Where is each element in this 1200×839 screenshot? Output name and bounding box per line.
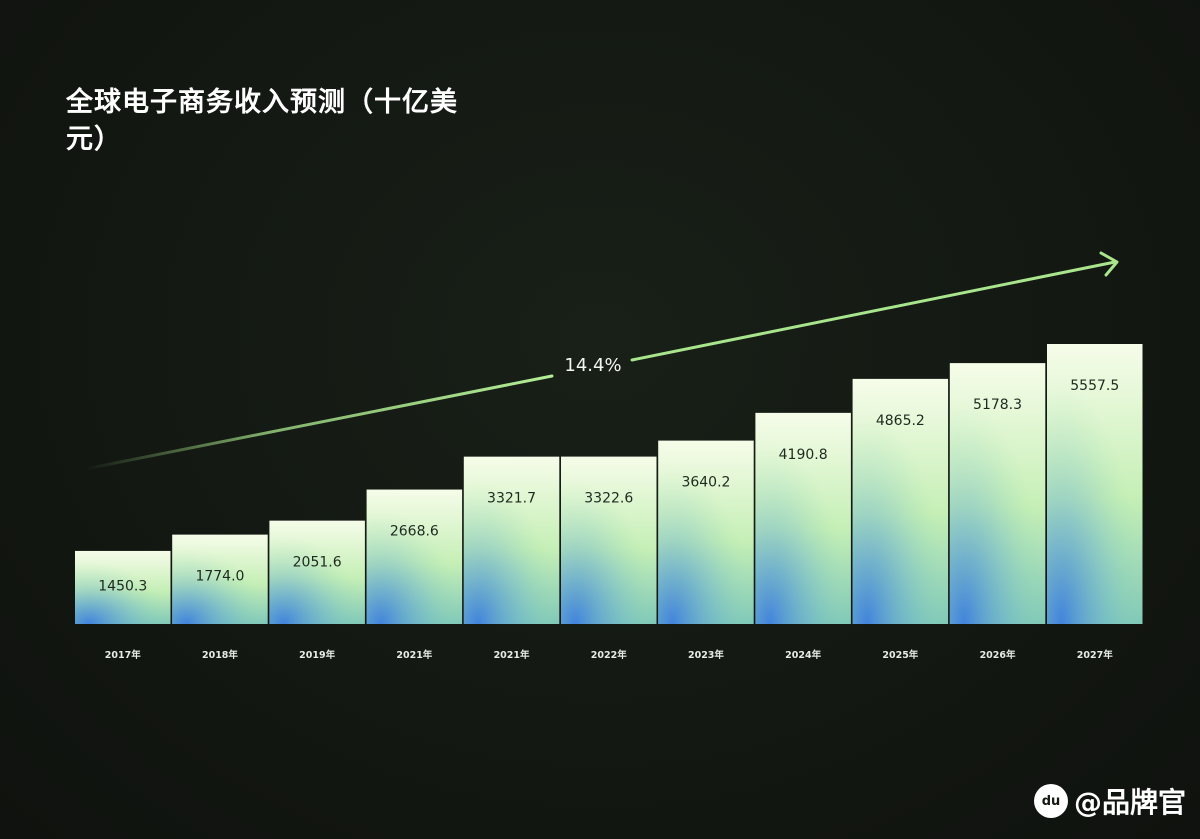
x-tick-label-6: 2023年	[688, 649, 724, 661]
growth-arrow-line-left	[83, 374, 554, 471]
x-tick-label-4: 2021年	[494, 649, 530, 661]
bar-value-label-10: 5557.5	[1070, 378, 1119, 394]
bar-glow-10	[1047, 344, 1143, 624]
growth-arrow: 14.4%	[83, 251, 1119, 471]
x-tick-label-2: 2019年	[299, 649, 335, 661]
bar-value-label-3: 2668.6	[390, 524, 439, 540]
bar-glow-5	[561, 456, 657, 624]
bar-value-label-0: 1450.3	[98, 578, 147, 594]
bar-glow-8	[852, 378, 949, 624]
chart-title-line-1: 全球电子商务收入预测（十亿美	[66, 87, 458, 118]
x-tick-label-5: 2022年	[591, 649, 627, 661]
bar-value-label-9: 5178.3	[973, 397, 1022, 413]
bar-glow-4	[463, 456, 560, 624]
x-tick-label-10: 2027年	[1077, 649, 1113, 661]
growth-arrow-line-right	[630, 260, 1117, 362]
bar-glow-0	[75, 550, 171, 624]
x-tick-label-1: 2018年	[202, 649, 238, 661]
baidu-paw-icon: du	[1033, 784, 1068, 818]
chart-title-line-2: 元）	[66, 124, 122, 155]
bar-glow-3	[366, 489, 463, 624]
bar-value-label-5: 3322.6	[584, 491, 633, 507]
bar-value-label-2: 2051.6	[293, 555, 342, 571]
watermark: du @品牌官	[1033, 781, 1186, 821]
x-tick-label-3: 2021年	[396, 649, 432, 661]
bar-glow-1	[172, 534, 268, 624]
x-tick-label-0: 2017年	[105, 649, 141, 661]
bar-glow-2	[269, 520, 365, 624]
bar-value-label-7: 4190.8	[779, 447, 828, 463]
bar-value-label-1: 1774.0	[195, 569, 244, 585]
bar-value-label-4: 3321.7	[487, 491, 536, 507]
cagr-annotation: 14.4%	[564, 355, 621, 376]
watermark-text: @品牌官	[1073, 786, 1186, 819]
x-tick-label-8: 2025年	[882, 649, 918, 661]
bar-glow-7	[755, 412, 851, 624]
bar-glow-6	[658, 440, 754, 624]
x-tick-label-9: 2026年	[980, 649, 1016, 661]
x-tick-label-7: 2024年	[785, 649, 821, 661]
bar-value-label-6: 3640.2	[681, 475, 730, 491]
arrow-head-icon	[1099, 251, 1119, 277]
bar-glow-9	[949, 363, 1046, 624]
chart-title: 全球电子商务收入预测（十亿美 元）	[66, 84, 466, 158]
bar-value-label-8: 4865.2	[876, 413, 925, 429]
